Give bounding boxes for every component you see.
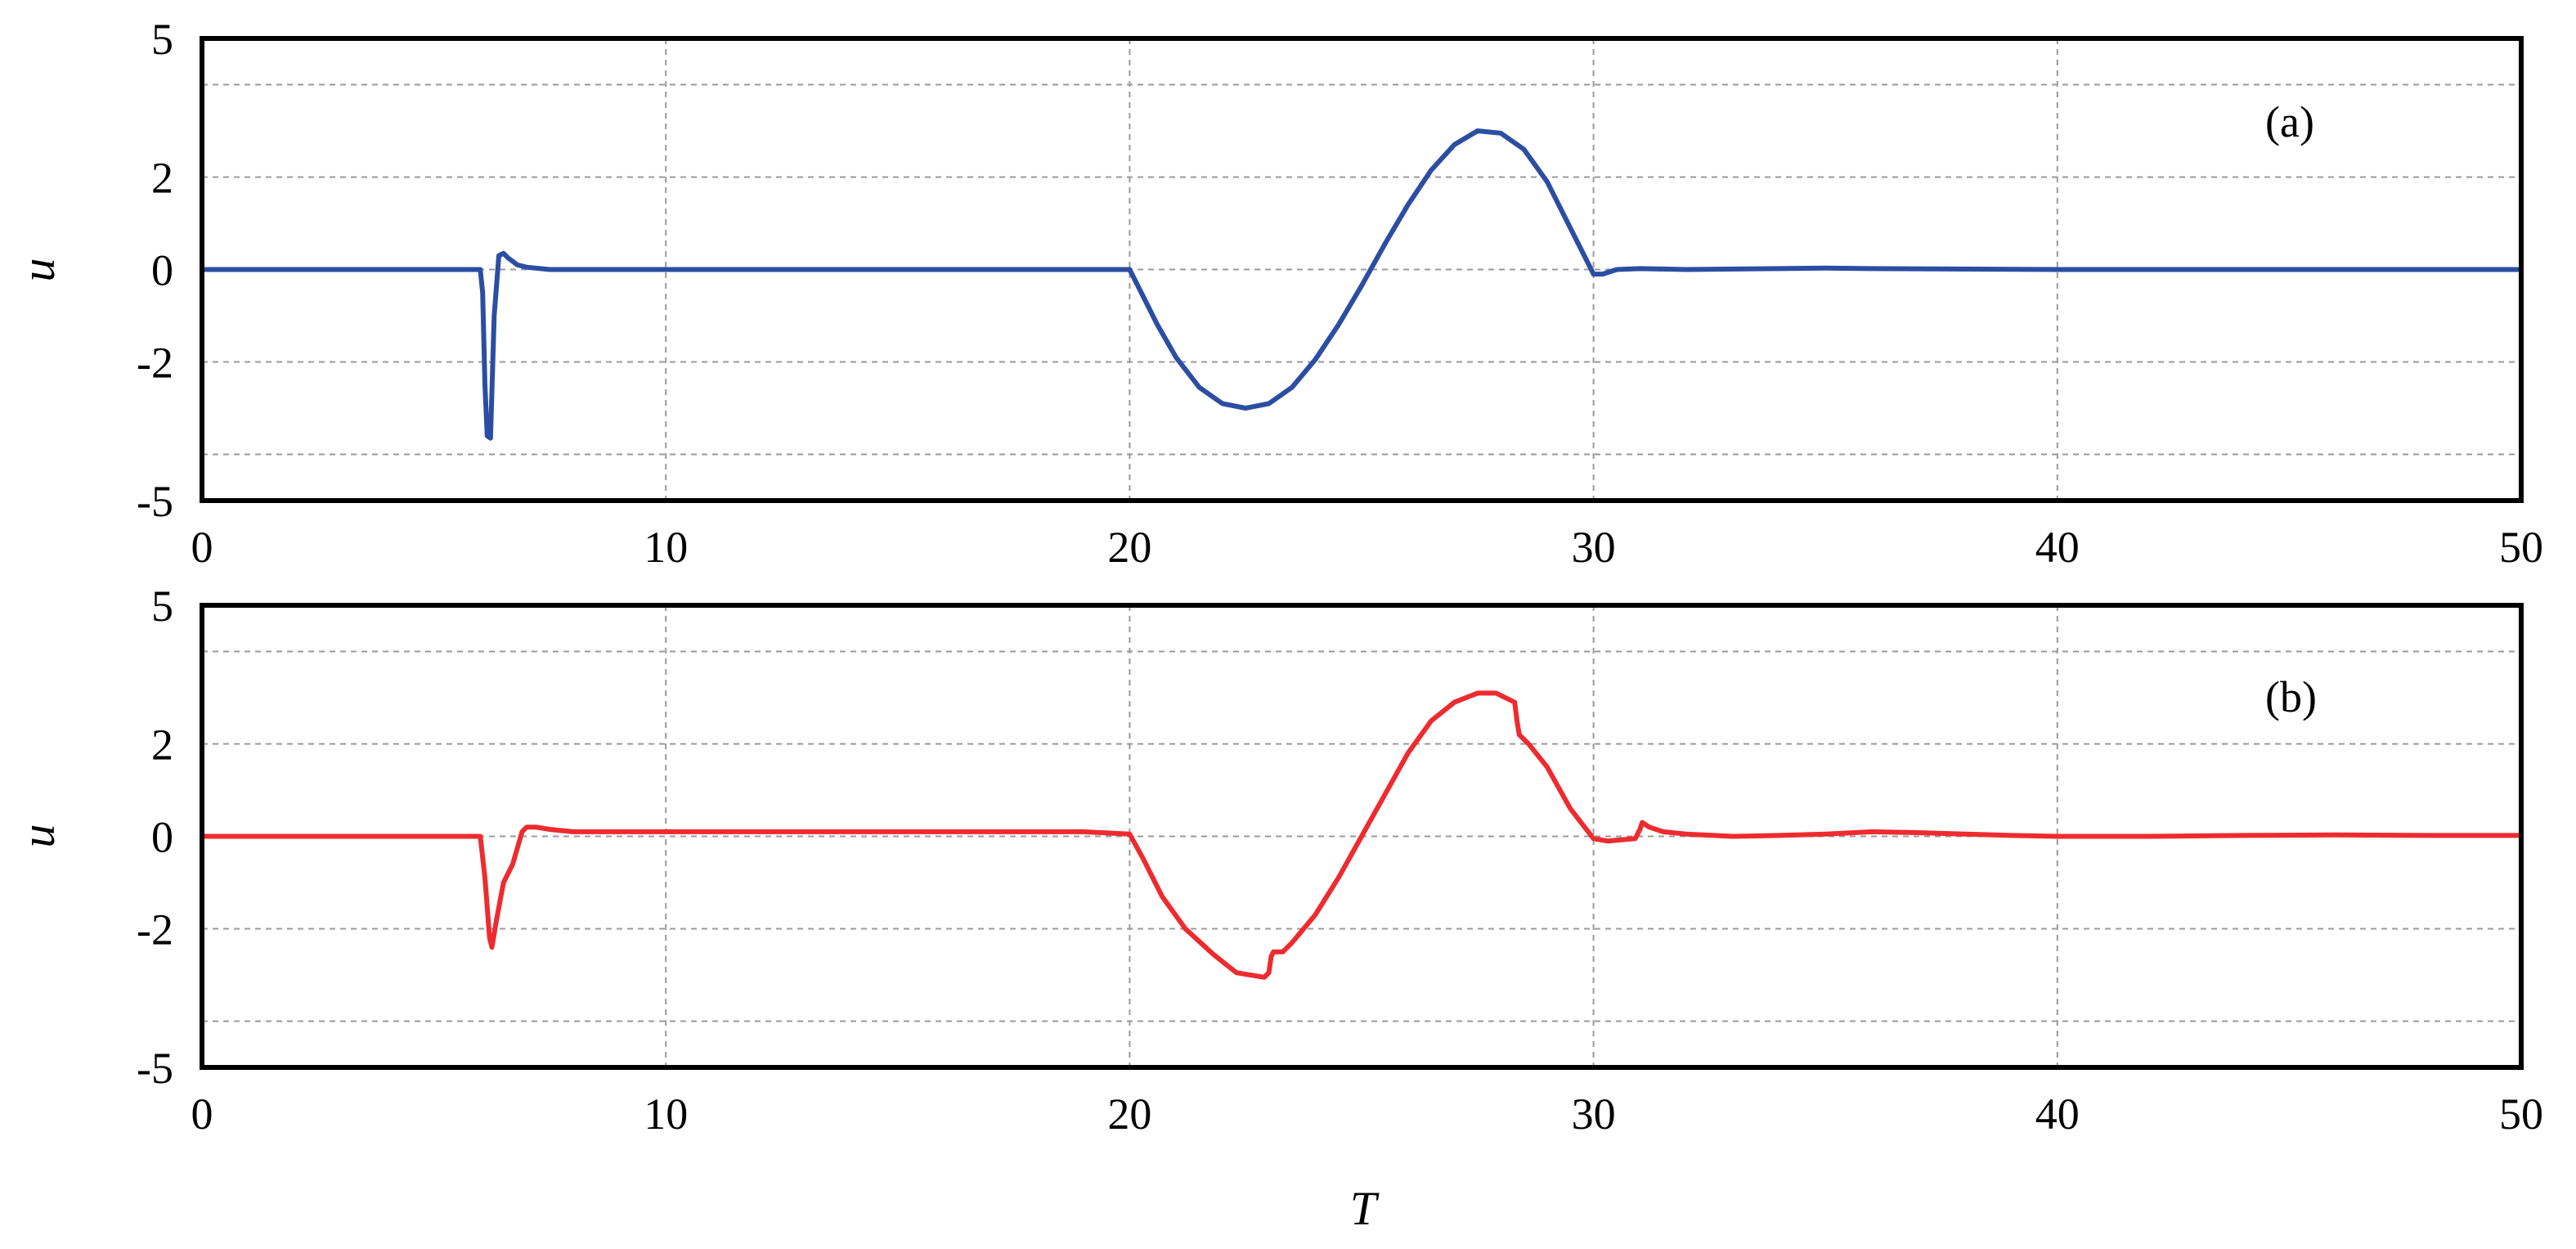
panel-a: -5 -2 0 2 5 0 10 20 30 40 50 (a) u	[11, 15, 2543, 572]
y-tick-label: -2	[137, 339, 173, 388]
x-tick-label: 10	[644, 523, 688, 572]
y-axis-label-a: u	[11, 258, 65, 282]
y-tick-label: 0	[151, 246, 173, 295]
y-tick-label: -5	[137, 477, 173, 526]
y-tick-label: 2	[151, 154, 173, 203]
y-tick-label: 5	[151, 582, 173, 631]
x-tick-labels-a: 0 10 20 30 40 50	[191, 523, 2544, 572]
y-tick-label: 0	[151, 813, 173, 862]
x-tick-label: 50	[2499, 523, 2543, 572]
series-line-b	[200, 690, 2524, 980]
x-tick-label: 40	[2035, 1090, 2080, 1139]
panel-label-a: (a)	[2265, 97, 2314, 146]
y-tick-label: -5	[137, 1044, 173, 1093]
x-tick-label: 10	[644, 1090, 688, 1139]
y-tick-label: 2	[151, 721, 173, 770]
panel-b: -5 -2 0 2 5 0 10 20 30 40 50 (b) u	[11, 582, 2543, 1139]
x-tick-label: 30	[1572, 1090, 1616, 1139]
y-tick-labels-a: -5 -2 0 2 5	[137, 15, 173, 526]
y-axis-label-b: u	[11, 824, 65, 848]
y-tick-label: 5	[151, 15, 173, 64]
plot-frame-b	[200, 603, 2524, 1070]
x-tick-label: 40	[2035, 523, 2080, 572]
x-tick-label: 0	[191, 1090, 213, 1139]
x-tick-label: 20	[1107, 1090, 1151, 1139]
x-axis-label: T	[1350, 1182, 1380, 1235]
panel-label-b: (b)	[2265, 672, 2317, 721]
x-tick-label: 0	[191, 523, 213, 572]
y-tick-label: -2	[137, 905, 173, 955]
y-tick-labels-b: -5 -2 0 2 5	[137, 582, 173, 1093]
x-tick-label: 30	[1572, 523, 1616, 572]
x-tick-label: 50	[2499, 1090, 2543, 1139]
plot-frame-a	[200, 36, 2524, 503]
series-line-a	[200, 128, 2524, 441]
x-tick-label: 20	[1107, 523, 1151, 572]
x-tick-labels-b: 0 10 20 30 40 50	[191, 1090, 2544, 1139]
